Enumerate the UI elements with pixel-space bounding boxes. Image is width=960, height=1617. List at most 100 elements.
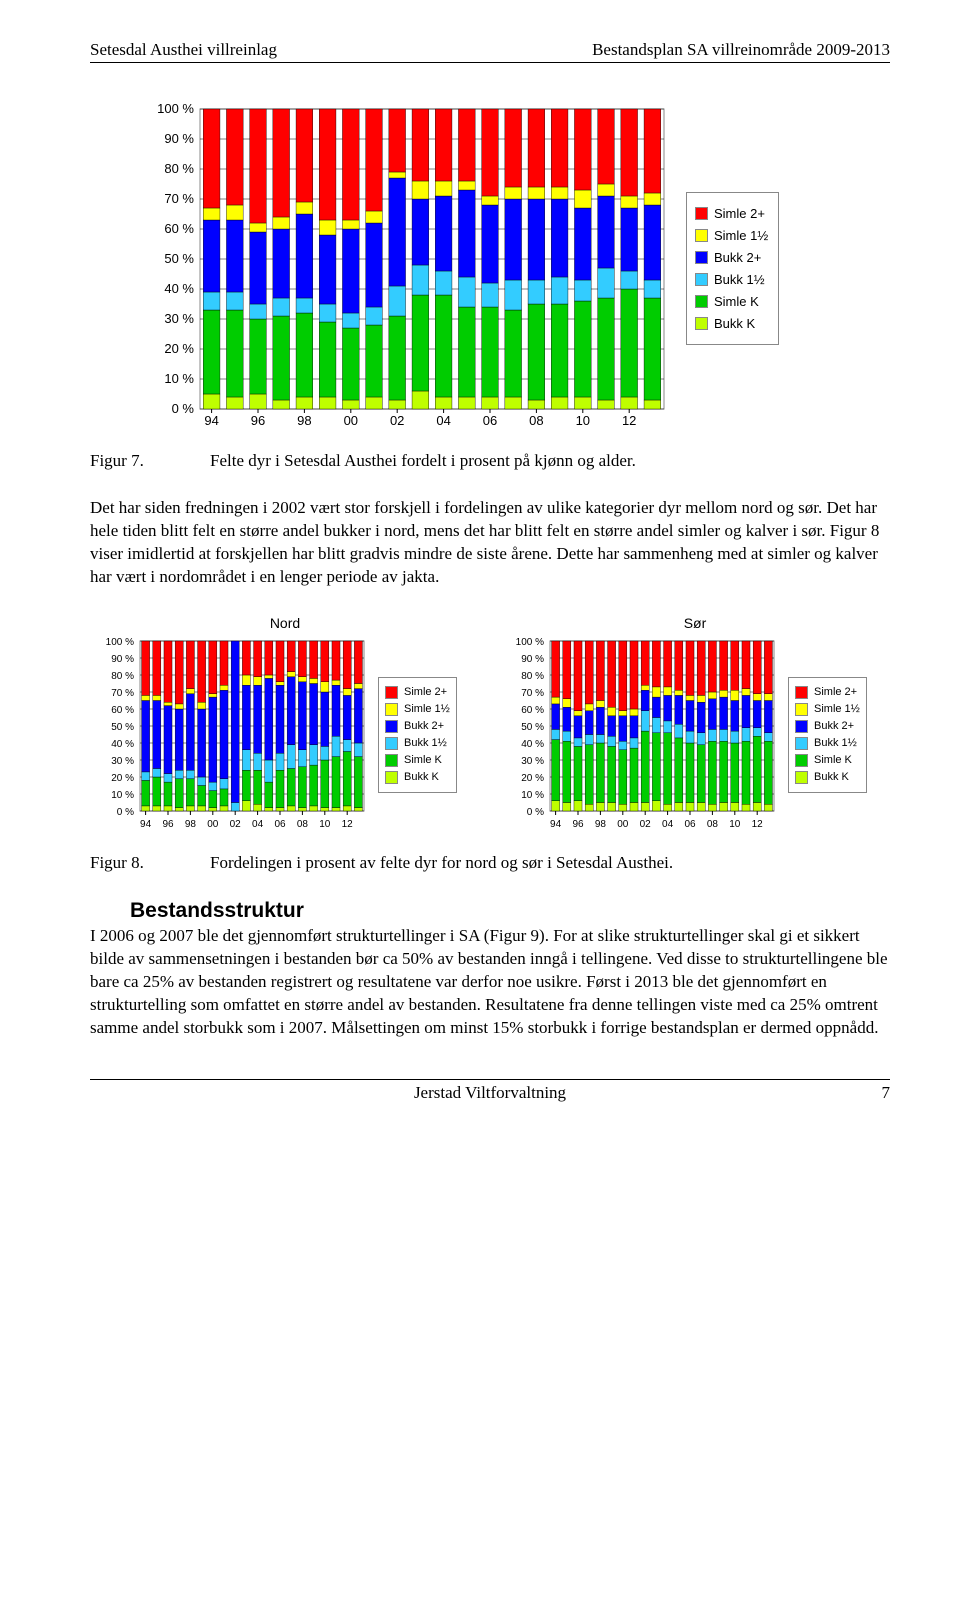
legend-label: Simle 2+ bbox=[404, 686, 447, 698]
svg-text:08: 08 bbox=[529, 413, 543, 428]
stacked-bar-sor: 0 %10 %20 %30 %40 %50 %60 %70 %80 %90 %1… bbox=[500, 635, 780, 835]
svg-text:98: 98 bbox=[595, 819, 607, 830]
svg-text:70 %: 70 % bbox=[521, 688, 544, 699]
legend-swatch bbox=[795, 771, 808, 784]
svg-text:04: 04 bbox=[662, 819, 674, 830]
svg-text:98: 98 bbox=[185, 819, 197, 830]
legend-swatch bbox=[385, 737, 398, 750]
figure-8-label: Figur 8. bbox=[90, 853, 170, 873]
svg-text:10 %: 10 % bbox=[521, 790, 544, 801]
svg-text:08: 08 bbox=[707, 819, 719, 830]
legend-item: Bukk 2+ bbox=[385, 720, 450, 733]
svg-text:100 %: 100 % bbox=[516, 637, 544, 648]
svg-text:02: 02 bbox=[230, 819, 242, 830]
svg-text:40 %: 40 % bbox=[111, 739, 134, 750]
svg-text:94: 94 bbox=[204, 413, 218, 428]
header-left: Setesdal Austhei villreinlag bbox=[90, 40, 277, 60]
legend-label: Simle 1½ bbox=[404, 703, 450, 715]
svg-text:50 %: 50 % bbox=[521, 722, 544, 733]
legend-item: Bukk 1½ bbox=[695, 272, 768, 287]
svg-text:30 %: 30 % bbox=[164, 311, 194, 326]
svg-text:0 %: 0 % bbox=[527, 807, 544, 818]
figure-8-text: Fordelingen i prosent av felte dyr for n… bbox=[210, 853, 673, 873]
svg-text:100 %: 100 % bbox=[157, 103, 194, 116]
svg-text:40 %: 40 % bbox=[521, 739, 544, 750]
svg-text:10: 10 bbox=[319, 819, 331, 830]
legend-swatch bbox=[695, 295, 708, 308]
legend-item: Simle K bbox=[695, 294, 768, 309]
legend-swatch bbox=[695, 317, 708, 330]
legend-item: Simle 2+ bbox=[695, 206, 768, 221]
legend-item: Simle 1½ bbox=[695, 228, 768, 243]
figure-7-label: Figur 7. bbox=[90, 451, 170, 471]
svg-text:02: 02 bbox=[390, 413, 404, 428]
legend-sor: Simle 2+ Simle 1½ Bukk 2+ Bukk 1½ Simle K Buk… bbox=[788, 677, 867, 793]
footer-page: 7 bbox=[566, 1083, 890, 1103]
legend-item: Simle 2+ bbox=[795, 686, 860, 699]
svg-text:20 %: 20 % bbox=[111, 773, 134, 784]
legend-swatch bbox=[385, 754, 398, 767]
legend-label: Simle K bbox=[714, 294, 759, 309]
legend-item: Bukk K bbox=[385, 771, 450, 784]
paragraph-2: I 2006 og 2007 ble det gjennomført struk… bbox=[90, 925, 890, 1040]
stacked-bar-nord: 0 %10 %20 %30 %40 %50 %60 %70 %80 %90 %1… bbox=[90, 635, 370, 835]
svg-text:94: 94 bbox=[550, 819, 562, 830]
svg-text:30 %: 30 % bbox=[521, 756, 544, 767]
legend-label: Bukk 1½ bbox=[404, 737, 447, 749]
svg-text:90 %: 90 % bbox=[111, 654, 134, 665]
stacked-bar-main: 0 %10 %20 %30 %40 %50 %60 %70 %80 %90 %1… bbox=[150, 103, 670, 433]
legend-item: Simle 1½ bbox=[385, 703, 450, 716]
svg-text:90 %: 90 % bbox=[521, 654, 544, 665]
svg-text:96: 96 bbox=[162, 819, 174, 830]
svg-text:60 %: 60 % bbox=[111, 705, 134, 716]
page-header: Setesdal Austhei villreinlag Bestandspla… bbox=[90, 40, 890, 63]
legend-item: Bukk 2+ bbox=[795, 720, 860, 733]
legend-nord: Simle 2+Simle 1½Bukk 2+Bukk 1½Simle KBuk… bbox=[378, 677, 457, 793]
chart-nord-title: Nord bbox=[90, 615, 480, 631]
svg-text:06: 06 bbox=[274, 819, 286, 830]
figure-8-caption: Figur 8. Fordelingen i prosent av felte … bbox=[90, 853, 890, 873]
header-right: Bestandsplan SA villreinområde 2009-2013 bbox=[592, 40, 890, 60]
legend-item: Simle K bbox=[795, 754, 860, 767]
svg-text:40 %: 40 % bbox=[164, 281, 194, 296]
chart-sor-title: Sør bbox=[500, 615, 890, 631]
figure-7-text: Felte dyr i Setesdal Austhei fordelt i p… bbox=[210, 451, 636, 471]
svg-text:70 %: 70 % bbox=[111, 688, 134, 699]
svg-text:70 %: 70 % bbox=[164, 191, 194, 206]
svg-text:00: 00 bbox=[207, 819, 219, 830]
legend-label: Bukk K bbox=[404, 771, 439, 783]
svg-text:60 %: 60 % bbox=[521, 705, 544, 716]
legend-item: Simle 1½ bbox=[795, 703, 860, 716]
legend-label: Bukk 1½ bbox=[814, 737, 857, 749]
svg-text:100 %: 100 % bbox=[106, 637, 134, 648]
svg-text:12: 12 bbox=[342, 819, 354, 830]
svg-text:80 %: 80 % bbox=[164, 161, 194, 176]
page-footer: Jerstad Viltforvaltning 7 bbox=[90, 1079, 890, 1103]
legend-label: Bukk 1½ bbox=[714, 272, 765, 287]
legend-swatch bbox=[695, 207, 708, 220]
footer-center: Jerstad Viltforvaltning bbox=[414, 1083, 566, 1103]
svg-text:0 %: 0 % bbox=[117, 807, 134, 818]
legend-swatch bbox=[695, 229, 708, 242]
legend-item: Bukk K bbox=[695, 316, 768, 331]
svg-text:20 %: 20 % bbox=[521, 773, 544, 784]
svg-text:04: 04 bbox=[252, 819, 264, 830]
legend-label: Bukk 2+ bbox=[404, 720, 444, 732]
legend-swatch bbox=[795, 737, 808, 750]
legend-label: Bukk K bbox=[814, 771, 849, 783]
legend-label: Simle 2+ bbox=[714, 206, 765, 221]
legend-swatch bbox=[795, 720, 808, 733]
svg-text:96: 96 bbox=[572, 819, 584, 830]
legend-main: Simle 2+Simle 1½Bukk 2+Bukk 1½Simle KBuk… bbox=[686, 192, 779, 345]
legend-label: Bukk 2+ bbox=[814, 720, 854, 732]
svg-text:00: 00 bbox=[617, 819, 629, 830]
figure-8-charts: Nord 0 %10 %20 %30 %40 %50 %60 %70 %80 %… bbox=[90, 615, 890, 835]
svg-text:00: 00 bbox=[344, 413, 358, 428]
legend-label: Simle K bbox=[814, 754, 852, 766]
legend-swatch bbox=[795, 686, 808, 699]
legend-item: Bukk K bbox=[795, 771, 860, 784]
svg-text:02: 02 bbox=[640, 819, 652, 830]
legend-label: Simle 1½ bbox=[814, 703, 860, 715]
svg-text:10 %: 10 % bbox=[164, 371, 194, 386]
svg-text:06: 06 bbox=[483, 413, 497, 428]
